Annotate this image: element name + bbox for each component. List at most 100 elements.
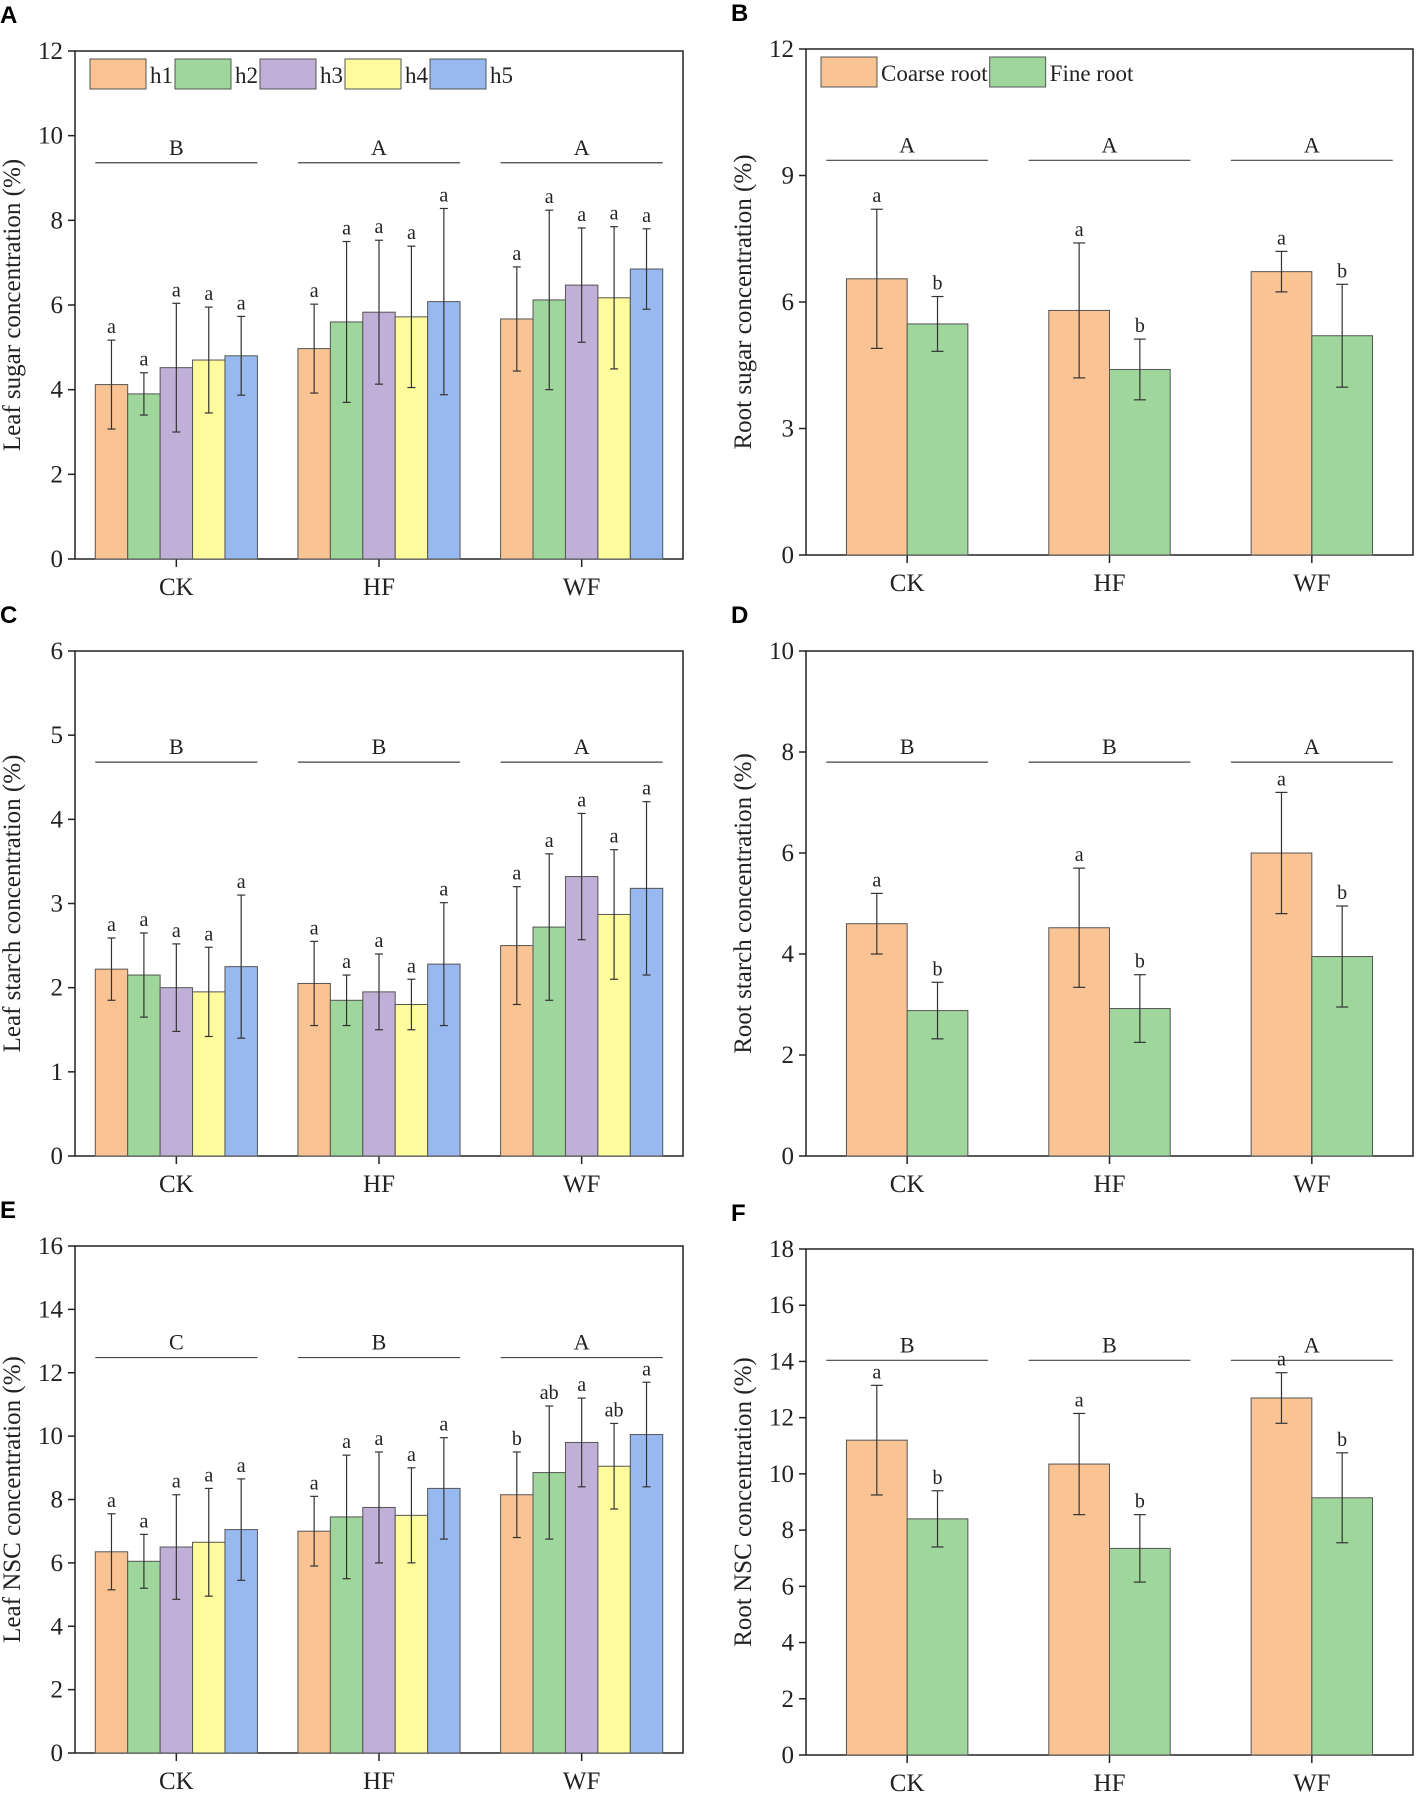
bar	[597, 1465, 631, 1754]
bar-significance-letter: a	[577, 789, 586, 811]
y-tick-label: 0	[51, 546, 64, 573]
x-tick-label: WF	[563, 574, 601, 601]
bar-significance-letter: a	[342, 1431, 351, 1453]
bar-significance-letter: a	[872, 869, 881, 891]
legend-label: h5	[490, 63, 513, 88]
bar	[845, 923, 908, 1157]
group-significance-letter: A	[1304, 132, 1320, 157]
panel-a: A 0 2 4 6 8 10 12 Leaf sugar concentration (%) CK…	[0, 2, 684, 601]
bar-significance-letter: a	[172, 1471, 181, 1493]
bar-significance-letter: a	[439, 879, 448, 901]
x-tick-label: CK	[159, 1171, 194, 1198]
y-tick-label: 0	[51, 1143, 64, 1170]
legend-label: h4	[405, 63, 429, 88]
bar-significance-letter: a	[204, 1464, 213, 1486]
bar-significance-letter: a	[107, 1490, 116, 1512]
bar-significance-letter: a	[172, 279, 181, 301]
x-tick-label: WF	[1293, 1770, 1331, 1797]
y-tick-label: 4	[51, 377, 64, 404]
legend-swatch	[989, 56, 1047, 88]
bar-significance-letter: a	[407, 1444, 416, 1466]
bar-significance-letter: a	[642, 205, 651, 227]
x-tick-label: WF	[563, 1768, 601, 1795]
y-tick-label: 6	[782, 1573, 795, 1600]
bar	[906, 1518, 969, 1756]
y-axis-label: Leaf NSC concentration (%)	[0, 1356, 26, 1643]
group-significance-letter: A	[574, 734, 590, 759]
group-significance-letter: A	[899, 132, 915, 157]
bar-significance-letter: a	[1075, 1389, 1084, 1411]
x-tick-label: HF	[363, 1768, 395, 1795]
bar-significance-letter: a	[310, 1472, 319, 1494]
y-tick-label: 2	[51, 461, 64, 488]
panel-d: D 0 2 4 6 8 10 Root starch concentration (%) CK B…	[730, 602, 1414, 1198]
x-tick-label: CK	[159, 574, 194, 601]
y-tick-label: 10	[769, 1461, 794, 1488]
bar	[564, 1441, 599, 1754]
bar-significance-letter: b	[1337, 1429, 1347, 1451]
bar-significance-letter: a	[107, 914, 116, 936]
y-tick-label: 16	[769, 1292, 794, 1319]
bar-significance-letter: a	[610, 203, 619, 225]
y-tick-label: 0	[782, 1742, 795, 1769]
panel-label: F	[731, 1200, 746, 1227]
bar-significance-letter: a	[375, 216, 384, 238]
y-tick-label: 12	[769, 1405, 794, 1432]
y-tick-label: 2	[51, 975, 64, 1002]
panel-b: B 0 3 6 9 12 Root sugar concentration (%) CK Aa b…	[730, 0, 1414, 597]
x-tick-label: CK	[890, 1770, 925, 1797]
bar	[329, 321, 364, 560]
y-tick-label: 12	[38, 38, 63, 65]
bar-significance-letter: a	[545, 830, 554, 852]
bar-significance-letter: a	[872, 185, 881, 207]
bar-significance-letter: a	[107, 316, 116, 338]
bar-significance-letter: a	[237, 292, 246, 314]
bar-significance-letter: a	[139, 349, 148, 371]
bar-significance-letter: a	[310, 917, 319, 939]
bar	[1109, 1547, 1171, 1756]
group-significance-letter: A	[1102, 132, 1118, 157]
legend-swatch	[820, 56, 878, 88]
y-tick-label: 8	[782, 1517, 795, 1544]
y-tick-label: 16	[38, 1233, 63, 1260]
y-tick-label: 4	[782, 941, 795, 968]
y-axis-label: Leaf sugar concentration (%)	[0, 159, 26, 451]
bar-significance-letter: b	[1135, 1491, 1145, 1513]
bar-significance-letter: a	[1075, 219, 1084, 241]
y-tick-label: 10	[38, 123, 63, 150]
y-tick-label: 14	[38, 1296, 64, 1323]
y-tick-label: 12	[769, 36, 794, 63]
y-tick-label: 0	[782, 1143, 795, 1170]
bar-significance-letter: a	[439, 1414, 448, 1436]
bar-significance-letter: a	[139, 1510, 148, 1532]
group-significance-letter: B	[372, 734, 387, 759]
bar-significance-letter: b	[933, 273, 943, 295]
bar-significance-letter: a	[342, 951, 351, 973]
bar-significance-letter: a	[204, 923, 213, 945]
y-tick-label: 14	[769, 1348, 795, 1375]
panel-c: C 0 1 2 3 4 5 6 Leaf starch concentration (%) CK B…	[0, 602, 684, 1198]
legend-swatch	[259, 58, 317, 90]
y-tick-label: 6	[51, 292, 64, 319]
panel-label: E	[0, 1197, 16, 1224]
y-tick-label: 8	[51, 1487, 64, 1514]
bar-significance-letter: a	[237, 1455, 246, 1477]
y-tick-label: 3	[51, 891, 64, 918]
bar-significance-letter: b	[933, 958, 943, 980]
bar-significance-letter: a	[1277, 1349, 1286, 1371]
bar	[127, 1560, 161, 1754]
bar-significance-letter: a	[545, 186, 554, 208]
y-tick-label: 1	[51, 1059, 64, 1086]
bar-significance-letter: a	[610, 826, 619, 848]
bar-significance-letter: a	[439, 184, 448, 206]
bar-significance-letter: b	[1337, 260, 1347, 282]
y-tick-label: 8	[782, 739, 795, 766]
bar-significance-letter: a	[642, 778, 651, 800]
bar-significance-letter: a	[1075, 844, 1084, 866]
bar-significance-letter: a	[512, 863, 521, 885]
y-tick-label: 4	[782, 1630, 795, 1657]
y-tick-label: 0	[782, 542, 795, 569]
y-tick-label: 6	[782, 289, 795, 316]
panel-e: E 0 2 4 6 8 10 12 14 16 Leaf NSC concentration (%)…	[0, 1197, 684, 1795]
